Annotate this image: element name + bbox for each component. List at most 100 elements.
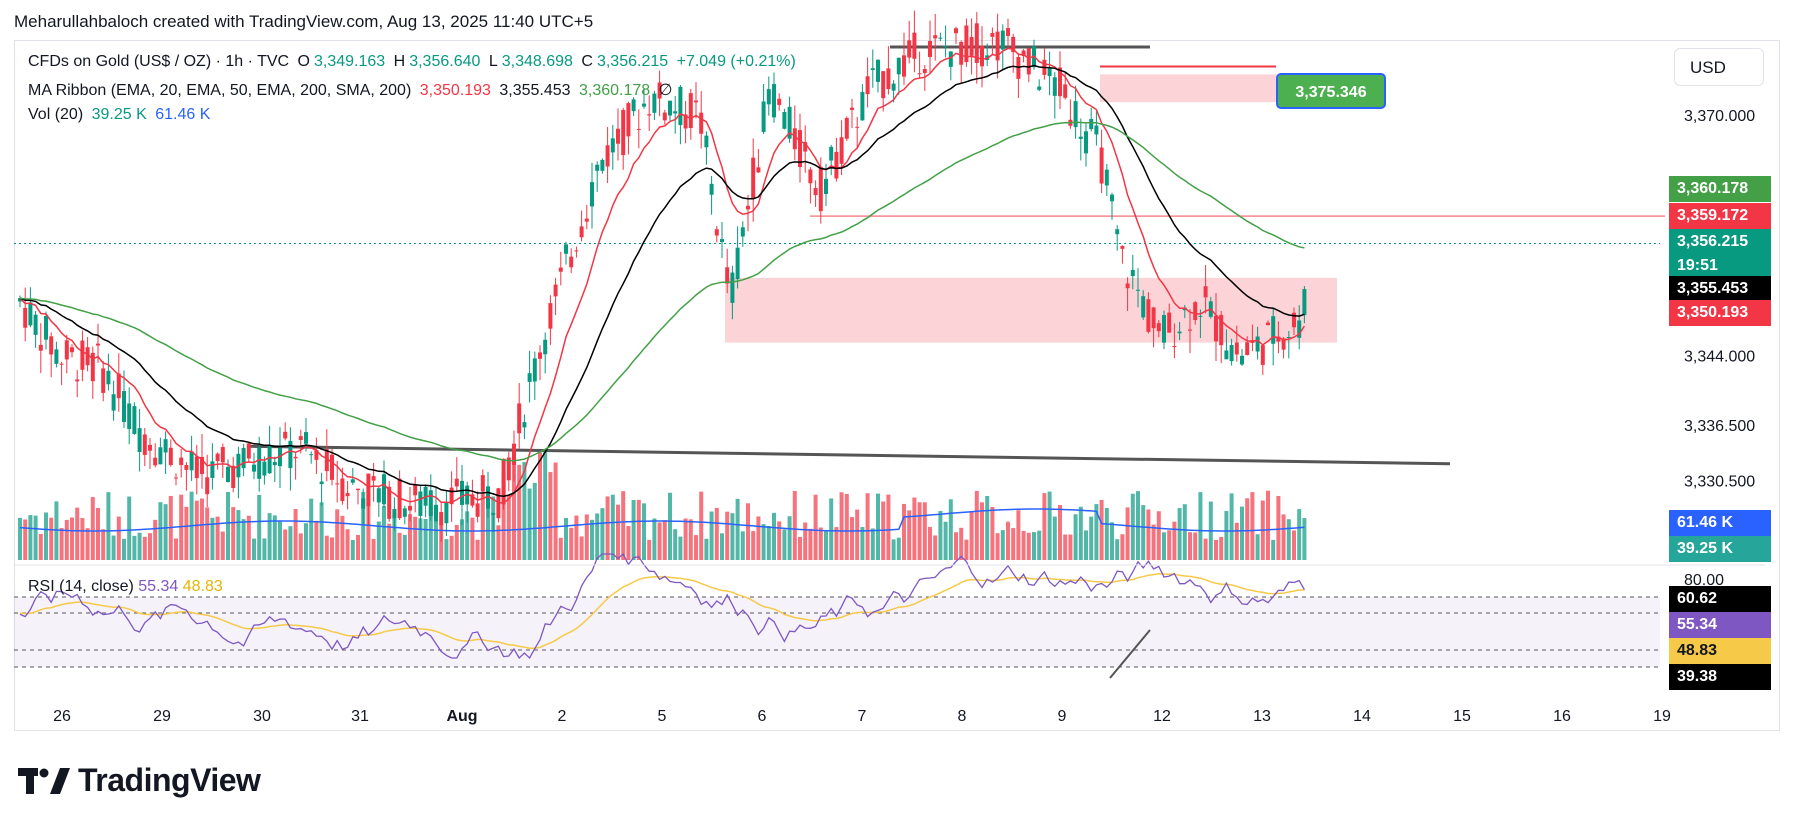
candle-body	[205, 477, 210, 495]
price-axis-label: 39.38	[1669, 664, 1771, 690]
time-tick-label: 2	[558, 708, 567, 725]
candle-body	[158, 447, 163, 465]
volume-bar	[907, 510, 912, 560]
volume-bar	[1042, 493, 1047, 560]
volume-bar	[512, 465, 516, 560]
candle-body	[574, 250, 579, 252]
volume-bar	[465, 511, 470, 560]
volume-bar	[1016, 510, 1021, 560]
candle-body	[912, 32, 917, 59]
candle-body	[772, 84, 776, 118]
volume-bar	[356, 535, 360, 560]
volume-bar	[1156, 511, 1161, 560]
candle-body	[605, 145, 610, 167]
volume-bar	[792, 491, 797, 560]
candle-body	[917, 73, 922, 75]
currency-selector[interactable]: USD	[1674, 48, 1764, 86]
candle-body	[543, 339, 548, 355]
candle-body	[1115, 229, 1120, 235]
price-callout[interactable]: 3,375.346	[1276, 73, 1386, 109]
volume-bar	[70, 517, 74, 560]
candle-body	[1136, 289, 1140, 291]
candle-body	[1302, 289, 1307, 316]
volume-bar	[766, 526, 771, 560]
candle-body	[460, 480, 464, 505]
candle-body	[335, 483, 340, 485]
time-tick-label: 31	[351, 708, 369, 725]
candle-body	[839, 137, 844, 164]
volume-bar	[896, 537, 901, 560]
rsi-label[interactable]: RSI (14, close)	[28, 578, 134, 595]
volume-bar	[1084, 530, 1088, 560]
demand-zone	[725, 277, 1337, 343]
candle-body	[1063, 84, 1068, 98]
candle-body	[470, 494, 475, 506]
volume-bar	[751, 531, 756, 560]
volume-bar	[1219, 536, 1224, 560]
candles	[18, 10, 1307, 542]
volume-bar	[1151, 524, 1156, 560]
candle-body	[257, 447, 262, 479]
volume-bar	[75, 507, 80, 560]
volume-bar	[553, 462, 558, 560]
candle-body	[746, 205, 750, 210]
volume-bar	[408, 514, 412, 560]
candle-body	[283, 431, 288, 439]
candle-body	[85, 347, 90, 366]
candle-body	[288, 440, 293, 469]
candle-body	[865, 76, 870, 95]
candle-body	[1229, 345, 1234, 362]
candle-body	[652, 93, 657, 113]
volume-bar	[688, 519, 693, 560]
volume-bar	[1172, 521, 1177, 560]
time-tick-label: 6	[758, 708, 767, 725]
candle-body	[954, 28, 958, 34]
volume-bar	[1125, 507, 1130, 560]
candle-body	[792, 128, 797, 150]
volume-bar	[683, 518, 688, 560]
candle-body	[1094, 125, 1099, 135]
volume-bar	[491, 496, 496, 560]
volume-value-1: 39.25 K	[91, 106, 147, 123]
volume-bar	[267, 513, 272, 560]
volume-bar	[18, 517, 22, 560]
volume-bar	[96, 507, 100, 560]
tradingview-logo[interactable]: TradingView	[18, 762, 261, 799]
volume-bar	[1162, 532, 1166, 560]
candle-body	[449, 487, 454, 505]
candle-body	[782, 112, 787, 129]
candle-body	[241, 448, 246, 469]
candle-body	[246, 443, 251, 459]
volume-label[interactable]: Vol (20)	[28, 106, 84, 123]
volume-bar	[418, 518, 423, 560]
volume-bar	[444, 539, 449, 560]
volume-bar	[1136, 491, 1140, 560]
candle-body	[1026, 48, 1031, 75]
candle-body	[480, 475, 485, 492]
volume-bar	[990, 506, 995, 560]
candle-body	[527, 373, 532, 382]
volume-bar	[876, 493, 880, 560]
volume-bar	[59, 528, 64, 560]
volume-bar	[1229, 493, 1234, 560]
ma-ribbon-label[interactable]: MA Ribbon (EMA, 20, EMA, 50, EMA, 200, S…	[28, 82, 412, 99]
volume-bar	[610, 494, 615, 560]
volume-bar	[657, 522, 662, 560]
volume-bar	[938, 510, 943, 560]
candle-body	[1266, 322, 1270, 326]
volume-bar	[704, 538, 709, 560]
volume-bar	[1146, 509, 1151, 560]
volume-bar	[1115, 539, 1120, 560]
volume-bar	[974, 490, 979, 560]
volume-bar	[392, 513, 397, 560]
symbol-label[interactable]: CFDs on Gold (US$ / OZ) · 1h · TVC	[28, 53, 290, 70]
candle-body	[855, 126, 860, 128]
candle-body	[486, 486, 490, 509]
volume-bar	[850, 517, 854, 560]
volume-bar	[288, 526, 293, 560]
candle-body	[881, 71, 886, 99]
volume-bar	[220, 531, 225, 560]
tradingview-logo-text: TradingView	[78, 762, 261, 798]
volume-bar	[954, 532, 958, 560]
